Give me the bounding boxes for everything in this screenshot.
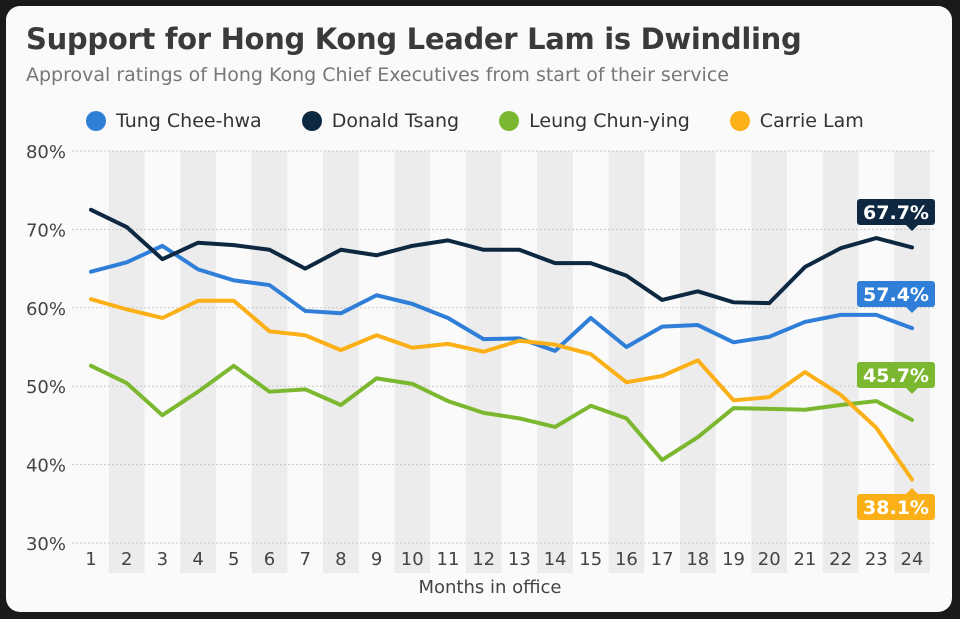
end-value-label: 57.4% bbox=[863, 284, 929, 306]
legend-dot bbox=[499, 111, 520, 131]
column-band bbox=[180, 151, 216, 573]
legend-label: Donald Tsang bbox=[331, 110, 460, 132]
legend-dot bbox=[86, 111, 106, 131]
x-tick-label: 1 bbox=[85, 549, 96, 570]
end-label-box bbox=[857, 281, 935, 307]
column-band bbox=[822, 151, 859, 573]
series-line-leung-chun-ying bbox=[89, 363, 914, 462]
column-band bbox=[394, 151, 431, 573]
end-label-pointer bbox=[906, 225, 918, 231]
x-tick-label: 18 bbox=[686, 549, 709, 570]
legend-label: Tung Chee-hwa bbox=[116, 110, 262, 132]
legend-label: Leung Chun-ying bbox=[529, 110, 690, 132]
series-line-donald-tsang bbox=[89, 207, 914, 306]
x-tick-label: 8 bbox=[335, 549, 346, 570]
legend-item: Donald Tsang bbox=[301, 110, 460, 132]
legend-item: Leung Chun-ying bbox=[499, 110, 690, 132]
x-tick-label: 20 bbox=[758, 549, 781, 570]
x-tick-label: 21 bbox=[793, 549, 816, 570]
end-label-box bbox=[857, 362, 935, 388]
end-value-label: 67.7% bbox=[863, 202, 929, 224]
x-tick-label: 2 bbox=[121, 549, 132, 570]
end-label-box bbox=[857, 199, 935, 225]
end-label-box bbox=[857, 494, 935, 520]
x-tick-label: 15 bbox=[579, 549, 602, 570]
x-tick-label: 11 bbox=[437, 549, 460, 570]
series-line-carrie-lam bbox=[89, 297, 914, 482]
x-tick-label: 14 bbox=[544, 549, 567, 570]
x-tick-label: 13 bbox=[508, 549, 531, 570]
column-band bbox=[537, 151, 573, 573]
x-tick-label: 17 bbox=[651, 549, 674, 570]
y-tick-label: 50% bbox=[26, 377, 66, 398]
x-tick-label: 4 bbox=[192, 549, 203, 570]
x-tick-label: 6 bbox=[264, 549, 275, 570]
column-band bbox=[108, 151, 145, 573]
x-tick-label: 9 bbox=[371, 549, 382, 570]
column-band bbox=[251, 151, 288, 573]
column-band bbox=[608, 151, 645, 573]
x-tick-label: 10 bbox=[401, 549, 424, 570]
legend: Tung Chee-hwa Donald Tsang Leung Chun-yi… bbox=[86, 110, 904, 132]
y-tick-label: 70% bbox=[26, 220, 66, 241]
chart-subtitle: Approval ratings of Hong Kong Chief Exec… bbox=[26, 64, 729, 86]
x-tick-label: 7 bbox=[299, 549, 310, 570]
x-axis-label: Months in office bbox=[418, 577, 561, 598]
column-band bbox=[465, 151, 502, 573]
x-tick-label: 24 bbox=[901, 549, 924, 570]
y-tick-label: 40% bbox=[26, 456, 66, 477]
x-tick-label: 19 bbox=[722, 549, 745, 570]
chart-title: Support for Hong Kong Leader Lam is Dwin… bbox=[26, 22, 802, 56]
end-label-pointer bbox=[906, 388, 918, 394]
column-band bbox=[751, 151, 788, 573]
column-band bbox=[323, 151, 359, 573]
y-tick-label: 30% bbox=[26, 534, 66, 555]
end-label-pointer bbox=[906, 488, 918, 494]
legend-item: Carrie Lam bbox=[729, 110, 864, 132]
series-line-tung-chee-hwa bbox=[89, 243, 914, 353]
x-tick-label: 22 bbox=[829, 549, 852, 570]
end-label-pointer bbox=[906, 307, 918, 313]
legend-dot bbox=[301, 111, 322, 131]
end-value-label: 38.1% bbox=[863, 497, 929, 519]
x-tick-label: 5 bbox=[228, 549, 239, 570]
x-tick-label: 23 bbox=[865, 549, 888, 570]
legend-label: Carrie Lam bbox=[759, 110, 864, 132]
legend-dot bbox=[729, 111, 750, 131]
x-tick-label: 12 bbox=[472, 549, 495, 570]
y-tick-label: 60% bbox=[26, 299, 66, 320]
x-tick-label: 16 bbox=[615, 549, 638, 570]
x-tick-label: 3 bbox=[157, 549, 168, 570]
legend-item: Tung Chee-hwa bbox=[86, 110, 262, 132]
end-value-label: 45.7% bbox=[863, 365, 929, 387]
y-tick-label: 80% bbox=[26, 142, 66, 163]
